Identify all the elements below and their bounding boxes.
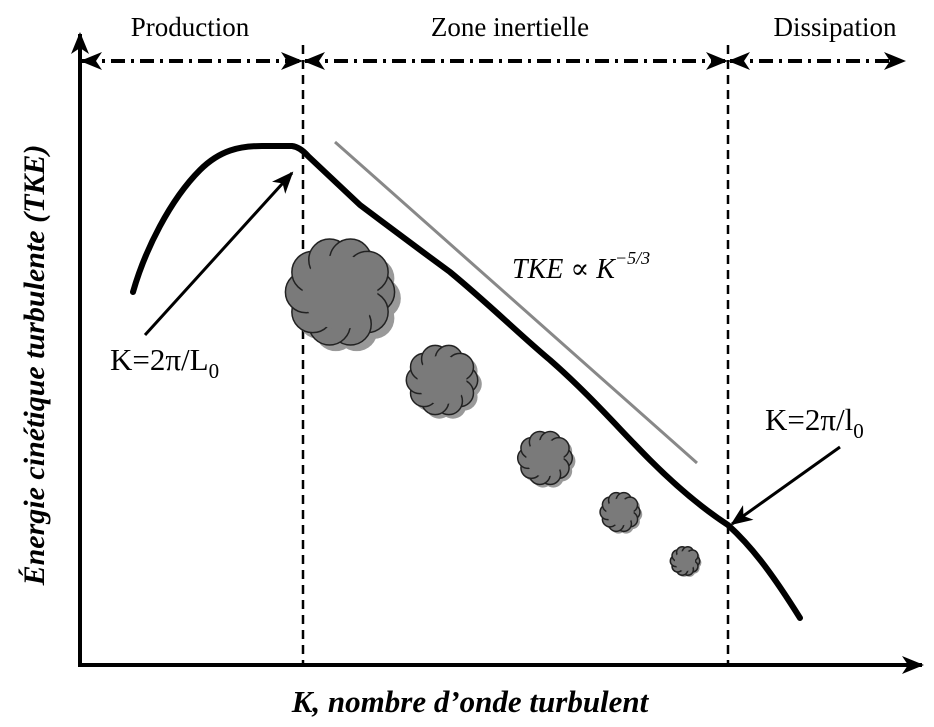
annotation-text: K=2π/l	[765, 402, 853, 437]
eddy	[669, 545, 702, 577]
region-label: Zone inertielle	[431, 12, 589, 42]
slope-text: TKE ∝ K	[512, 254, 616, 285]
eddy	[516, 430, 576, 488]
x-axis-label: K, nombre d’onde turbulent	[291, 684, 650, 719]
eddy-part	[674, 550, 696, 572]
annotation: K=2π/L0	[110, 342, 219, 383]
annotation-text: K=2π/L	[110, 342, 209, 377]
eddy	[599, 491, 643, 534]
y-axis-label: Énergie cinétique turbulente (TKE)	[18, 145, 51, 587]
pointer-arrow	[143, 171, 294, 337]
slope-line	[334, 140, 698, 465]
region-label: Production	[131, 12, 250, 42]
slope-exponent: −5/3	[615, 248, 650, 268]
eddy-part	[417, 355, 467, 405]
slope-label: TKE ∝ K−5/3	[512, 248, 650, 285]
pointer-arrow	[730, 445, 841, 526]
eddy-part	[606, 498, 634, 526]
energy-spectrum	[130, 143, 803, 621]
eddy-part	[526, 439, 564, 477]
annotation-subscript: 0	[209, 359, 220, 383]
eddy-part	[302, 254, 378, 330]
eddy	[405, 344, 482, 419]
annotation-subscript: 0	[853, 419, 864, 443]
eddy	[284, 238, 401, 352]
eddies	[284, 238, 702, 577]
region-label: Dissipation	[773, 12, 897, 42]
annotation: K=2π/l0	[765, 402, 864, 443]
